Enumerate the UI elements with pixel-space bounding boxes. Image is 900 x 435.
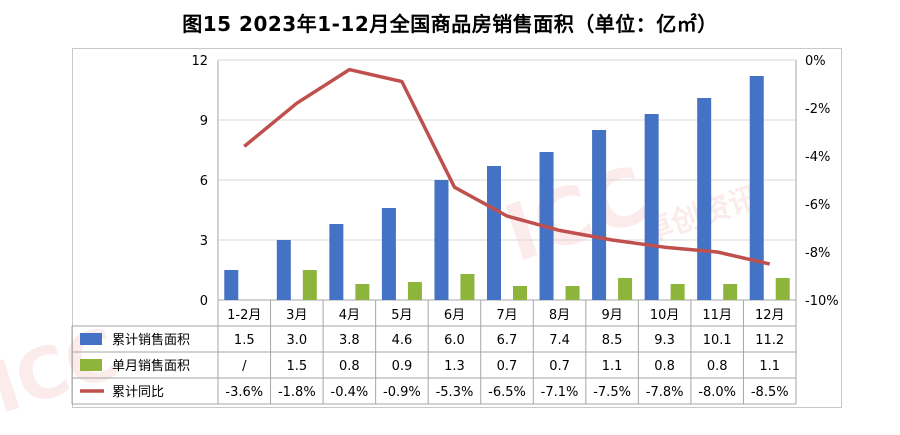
table-cell: 4.6	[392, 333, 413, 348]
y-left-tick-label: 6	[200, 174, 208, 189]
table-cell: /	[242, 359, 247, 374]
bar-monthly-area	[460, 274, 475, 300]
table-cell: 0.9	[392, 359, 413, 374]
table-cell: 6.7	[497, 333, 518, 348]
y-right-tick-label: 0%	[805, 54, 826, 69]
x-tick-label: 9月	[601, 308, 622, 323]
chart-frame	[72, 48, 842, 408]
x-tick-label: 5月	[391, 308, 412, 323]
bar-cumulative-area	[276, 240, 291, 300]
bar-cumulative-area	[487, 166, 501, 300]
bar-cumulative-area	[381, 208, 396, 300]
legend-swatch-bar	[80, 359, 102, 371]
table-cell: 0.7	[497, 359, 518, 374]
table-cell: 0.8	[707, 359, 728, 374]
table-cell: -5.3%	[436, 385, 474, 400]
bar-cumulative-area	[592, 130, 607, 300]
bar-monthly-area	[355, 284, 370, 300]
y-right-tick-label: -2%	[805, 102, 830, 117]
bar-cumulative-area	[697, 98, 712, 300]
bar-cumulative-area	[434, 180, 449, 300]
bar-monthly-area	[565, 286, 580, 300]
x-tick-label: 11月	[702, 308, 732, 323]
y-right-tick-label: -10%	[805, 294, 839, 309]
table-cell: 0.8	[339, 359, 360, 374]
x-tick-label: 6月	[444, 308, 465, 323]
table-cell: -0.4%	[331, 385, 369, 400]
y-right-tick-label: -8%	[805, 246, 830, 261]
x-tick-label: 10月	[650, 308, 680, 323]
chart-title: 图15 2023年1-12月全国商品房销售面积（单位：亿㎡）	[182, 12, 718, 36]
bar-cumulative-area	[224, 270, 239, 300]
table-cell: -7.5%	[593, 385, 631, 400]
line-yoy-series	[243, 67, 771, 266]
bar-cumulative-area	[329, 224, 344, 300]
table-cell: -7.1%	[541, 385, 579, 400]
table-cell: 8.5	[602, 333, 623, 348]
bar-cumulative-area	[749, 76, 764, 300]
y-right-tick-label: -6%	[805, 198, 830, 213]
table-cell: 7.4	[549, 333, 570, 348]
table-cell: 0.8	[654, 359, 675, 374]
bar-monthly-area	[618, 278, 633, 300]
table-cell: -8.5%	[751, 385, 789, 400]
legend-label: 累计销售面积	[112, 332, 190, 348]
bar-monthly-area	[670, 284, 685, 300]
legend-label: 累计同比	[112, 385, 164, 400]
table-cell: 1.1	[759, 359, 780, 374]
table-cell: 9.3	[654, 333, 675, 348]
bar-monthly-area	[723, 284, 738, 300]
table-cell: 3.0	[286, 333, 307, 348]
table-cell: 10.1	[703, 333, 732, 348]
table-cell: 0.7	[549, 359, 570, 374]
bar-monthly-area	[513, 286, 527, 300]
x-tick-label: 12月	[755, 308, 785, 323]
table-cell: -8.0%	[698, 385, 736, 400]
y-right-tick-label: -4%	[805, 150, 830, 165]
table-cell: 3.8	[339, 333, 360, 348]
y-left-tick-label: 3	[200, 234, 208, 249]
y-left-tick-label: 0	[200, 294, 208, 309]
table-cell: 1.5	[234, 333, 255, 348]
bar-cumulative-area	[644, 114, 659, 300]
bar-monthly-area	[302, 270, 317, 300]
table-cell: 1.1	[602, 359, 623, 374]
table-cell: 11.2	[755, 333, 784, 348]
x-tick-label: 1-2月	[227, 308, 261, 323]
y-left-tick-label: 9	[200, 114, 208, 129]
table-cell: 1.3	[444, 359, 465, 374]
table-cell: -6.5%	[488, 385, 526, 400]
table-cell: -7.8%	[646, 385, 684, 400]
bar-monthly-area	[775, 278, 790, 300]
table-cell: -1.8%	[278, 385, 316, 400]
bar-monthly-area	[407, 282, 422, 300]
table-cell: -0.9%	[383, 385, 421, 400]
y-left-tick-label: 12	[191, 54, 208, 69]
x-tick-label: 8月	[549, 308, 570, 323]
legend-label: 单月销售面积	[112, 358, 190, 374]
table-cell: 6.0	[444, 333, 465, 348]
x-tick-label: 7月	[496, 308, 517, 323]
x-tick-label: 4月	[339, 308, 360, 323]
table-cell: 1.5	[286, 359, 307, 374]
table-cell: -3.6%	[225, 385, 263, 400]
x-tick-label: 3月	[286, 308, 307, 323]
legend-swatch-bar	[80, 333, 102, 345]
